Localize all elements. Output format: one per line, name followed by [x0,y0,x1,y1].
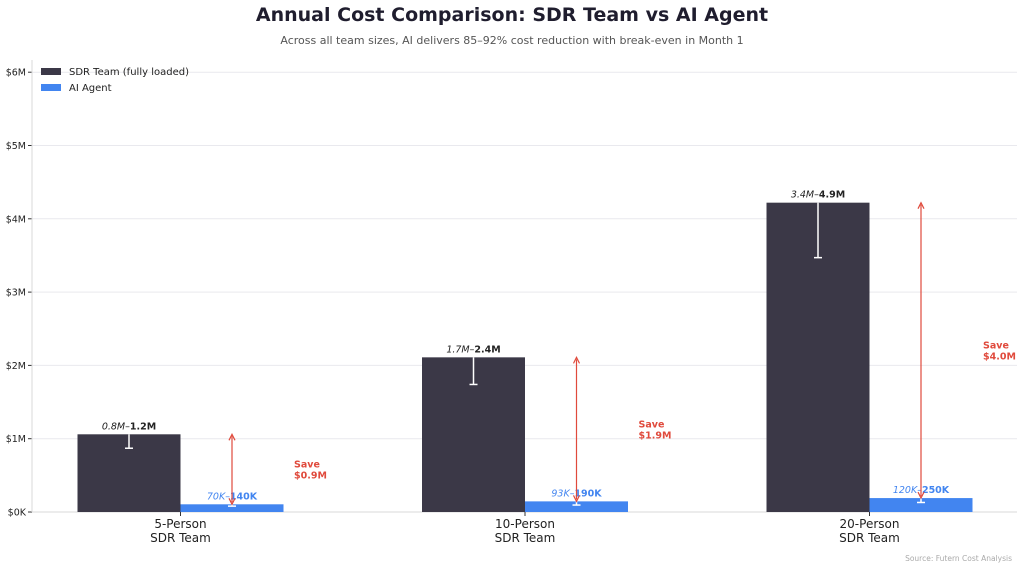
y-tick-label: $6M [6,68,26,79]
data-label: 70K–140K [207,491,258,502]
y-tick-label: $1M [6,434,26,445]
savings-label: Save $0.9M [294,459,327,481]
bar-ai-3 [869,498,973,512]
data-label: 93K–190K [551,488,602,499]
bar-ai-1 [180,504,284,512]
y-tick-label: $3M [6,288,26,299]
x-tick-label: 5-Person SDR Team [150,517,211,545]
legend-label-ai: AI Agent [69,83,112,94]
data-label: 3.4M–4.9M [791,190,845,201]
savings-label: Save $1.9M [639,419,672,441]
legend-label-sdr: SDR Team (fully loaded) [69,67,189,78]
y-tick-label: $0K [8,508,27,519]
savings-arrow-head-down [572,495,581,503]
legend-swatch-ai [41,84,61,91]
savings-arrow-head-up [572,355,581,364]
y-tick-label: $2M [6,361,26,372]
legend: SDR Team (fully loaded) AI Agent [41,67,189,94]
bar-ai-2 [525,501,628,512]
y-tick-label: $5M [6,141,26,152]
savings-arrow-head-down [917,491,925,500]
chart-title: Annual Cost Comparison: SDR Team vs AI A… [256,4,768,26]
data-label: 1.7M–2.4M [446,344,500,355]
chart-subtitle: Across all team sizes, AI delivers 85–92… [280,34,743,47]
data-label: 0.8M–1.2M [102,421,156,432]
source-note: Source: Futern Cost Analysis [905,554,1012,563]
legend-swatch-sdr [41,68,61,75]
data-label: 120K–250K [893,485,950,496]
x-tick-label: 10-Person SDR Team [495,517,556,545]
savings-arrow-head-up [917,201,925,209]
savings-arrow-head-down [228,498,236,506]
y-tick-label: $4M [6,214,26,225]
savings-arrow-head-up [228,432,236,441]
x-tick-label: 20-Person SDR Team [839,517,900,545]
savings-label: Save $4.0M [983,340,1016,362]
